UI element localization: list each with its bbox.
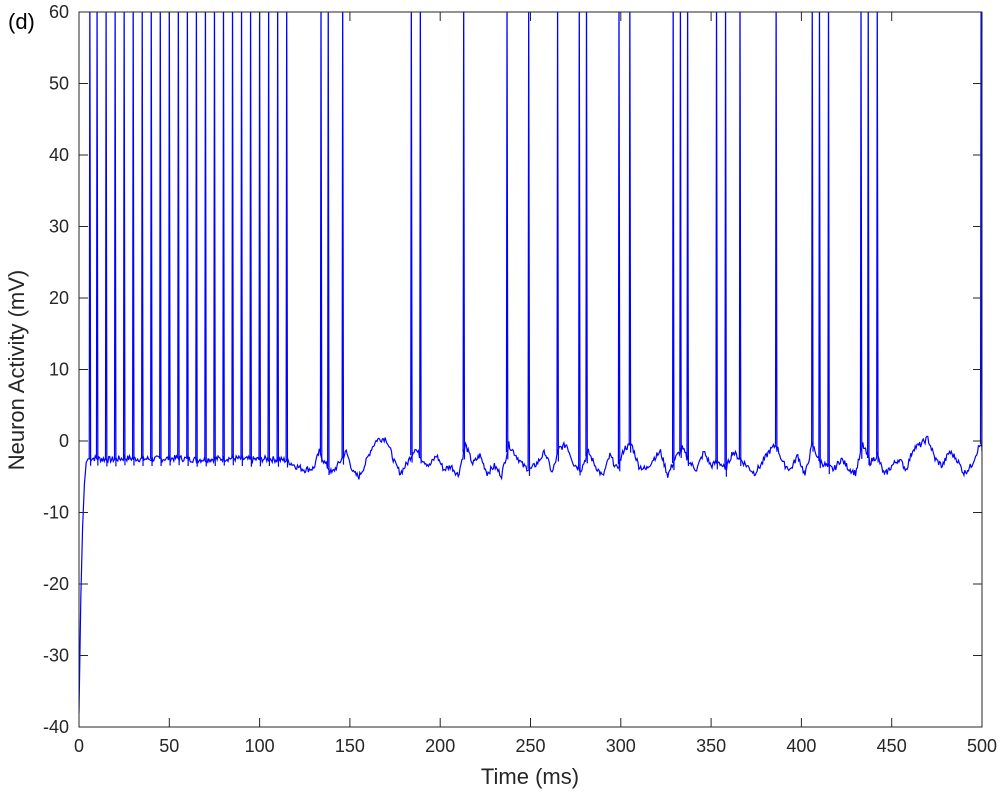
spike [859,12,863,459]
x-tick-label: 450 [877,736,907,756]
spike [462,12,466,460]
y-tick-label: 60 [49,2,69,22]
spike [88,12,92,466]
spike [150,12,153,467]
spike [738,12,742,467]
spike [327,12,330,475]
x-axis-title: Time (ms) [481,764,579,789]
spike [686,12,690,467]
spike [95,12,99,466]
y-tick-label: -40 [43,717,69,737]
spike [774,12,778,452]
spike [671,12,675,471]
spike [585,12,588,464]
x-tick-label: 400 [786,736,816,756]
spike [141,12,144,467]
spike [827,12,830,475]
spike [556,12,559,462]
spike [186,12,189,467]
spike [222,12,225,466]
y-tick-label: -30 [43,646,69,666]
spike [818,12,821,469]
spike [267,12,271,467]
membrane-potential-trace [79,435,982,713]
spike [258,12,261,467]
x-tick-label: 350 [696,736,726,756]
y-tick-label: 30 [49,217,69,237]
x-tick-label: 500 [967,736,997,756]
y-tick-label: 20 [49,288,69,308]
spike [195,12,198,467]
spike [113,12,117,467]
panel-label: (d) [8,9,35,34]
x-tick-label: 50 [159,736,179,756]
spike [104,12,108,467]
spike [341,12,345,465]
spike [177,12,180,466]
spike [231,12,234,466]
x-tick-label: 300 [606,736,636,756]
spike [168,12,171,466]
spike [131,12,135,466]
y-tick-label: 0 [59,431,69,451]
plot-background [79,12,982,727]
spike [410,12,413,463]
spike [213,12,216,467]
y-tick-label: 40 [49,145,69,165]
spike [724,12,727,477]
spike [811,12,814,452]
spike [679,12,682,458]
spike [122,12,126,466]
x-tick-label: 0 [74,736,84,756]
y-tick-label: 10 [49,360,69,380]
y-tick-label: 50 [49,74,69,94]
spike [578,12,581,476]
spike [628,12,632,453]
x-tick-label: 250 [515,736,545,756]
spike [617,12,621,472]
y-axis-title: Neuron Activity (mV) [4,270,29,471]
y-axis: -40 -30 -20 -10 0 10 20 30 40 50 60 [43,2,982,737]
x-tick-label: 200 [425,736,455,756]
x-tick-label: 150 [335,736,365,756]
spike [419,12,422,464]
spike [276,12,280,467]
spike [204,12,207,467]
spike [876,12,879,463]
spike [715,12,718,470]
spike [505,12,509,460]
spike [285,12,289,468]
x-tick-label: 100 [245,736,275,756]
y-tick-label: -20 [43,574,69,594]
y-tick-label: -10 [43,503,69,523]
spike [240,12,243,467]
trace-layer [79,12,982,713]
spike [159,12,162,467]
spike [527,12,531,476]
spike [867,12,870,466]
x-axis: 0 50 100 150 200 250 300 350 400 450 500 [74,12,997,756]
spike [249,12,252,467]
spike [319,12,323,463]
